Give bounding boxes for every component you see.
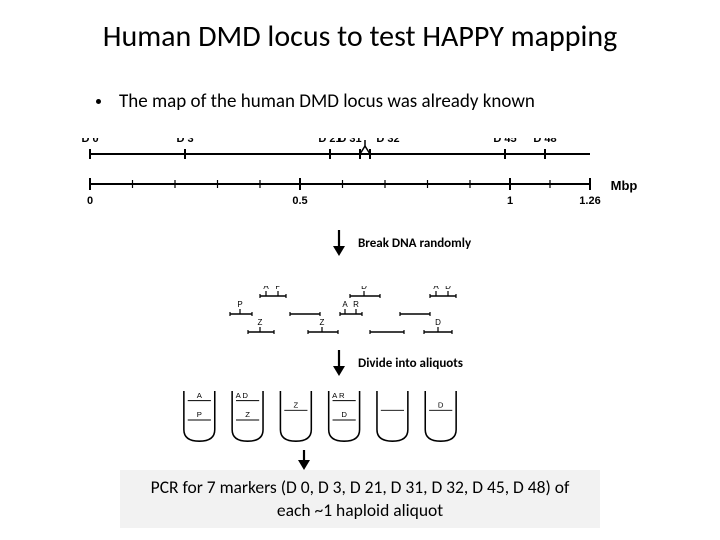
arrow-down-icon <box>295 450 313 470</box>
aliquots-diagram: A P A D Z Z A R D D <box>180 388 460 450</box>
svg-text:D: D <box>341 410 347 419</box>
bullet-dot-icon <box>96 99 101 104</box>
arrow-down-icon <box>330 230 348 256</box>
slide: Human DMD locus to test HAPPY mapping Th… <box>0 0 720 540</box>
svg-text:0: 0 <box>87 195 93 207</box>
svg-text:P: P <box>275 286 280 291</box>
svg-text:D 32: D 32 <box>376 138 399 145</box>
svg-text:D 31: D 31 <box>338 138 361 145</box>
svg-text:A: A <box>263 286 269 291</box>
svg-text:D: D <box>445 286 451 291</box>
bullet-row: The map of the human DMD locus was alrea… <box>96 90 535 113</box>
svg-text:Z: Z <box>245 410 250 419</box>
svg-text:D 0: D 0 <box>81 138 98 145</box>
svg-text:1.26: 1.26 <box>579 195 600 207</box>
svg-text:A: A <box>342 300 348 309</box>
svg-text:D 48: D 48 <box>533 138 556 145</box>
svg-text:Z: Z <box>258 318 263 327</box>
pcr-line1a: PCR for 7 markers ( <box>151 476 286 498</box>
svg-text:A R: A R <box>332 391 345 400</box>
slide-title: Human DMD locus to test HAPPY mapping <box>0 18 720 55</box>
pcr-markers: D 0, D 3, D 21, D 31, D 32, D 45, D 48 <box>286 476 545 498</box>
step-label-divide: Divide into aliquots <box>358 356 463 371</box>
step-label-break: Break DNA randomly <box>358 236 471 251</box>
svg-text:Z: Z <box>294 400 299 409</box>
svg-text:A D: A D <box>236 391 249 400</box>
pcr-line1b: ) of <box>545 476 569 498</box>
svg-text:D: D <box>438 400 444 409</box>
svg-text:Z: Z <box>320 318 325 327</box>
dna-fragments-diagram: APDADPARZZD <box>200 286 500 342</box>
svg-text:A: A <box>433 286 439 291</box>
pcr-caption: PCR for 7 markers (D 0, D 3, D 21, D 31,… <box>120 470 600 528</box>
svg-text:D: D <box>435 318 441 327</box>
svg-text:Mbp: Mbp <box>611 178 638 193</box>
svg-text:R: R <box>353 300 359 309</box>
svg-text:0.5: 0.5 <box>292 195 307 207</box>
arrow-down-icon <box>330 350 348 376</box>
svg-text:D 45: D 45 <box>493 138 516 145</box>
svg-text:P: P <box>237 300 242 309</box>
svg-text:P: P <box>197 410 202 419</box>
svg-text:D 3: D 3 <box>176 138 193 145</box>
bullet-text: The map of the human DMD locus was alrea… <box>119 90 535 113</box>
locus-map-diagram: D 0D 3D 21D 31D 32D 45D 4800.511.26Mbp <box>80 138 645 218</box>
svg-text:A: A <box>197 391 203 400</box>
svg-text:1: 1 <box>507 195 513 207</box>
svg-text:D: D <box>361 286 367 291</box>
pcr-line2: each ~1 haploid aliquot <box>277 499 443 521</box>
